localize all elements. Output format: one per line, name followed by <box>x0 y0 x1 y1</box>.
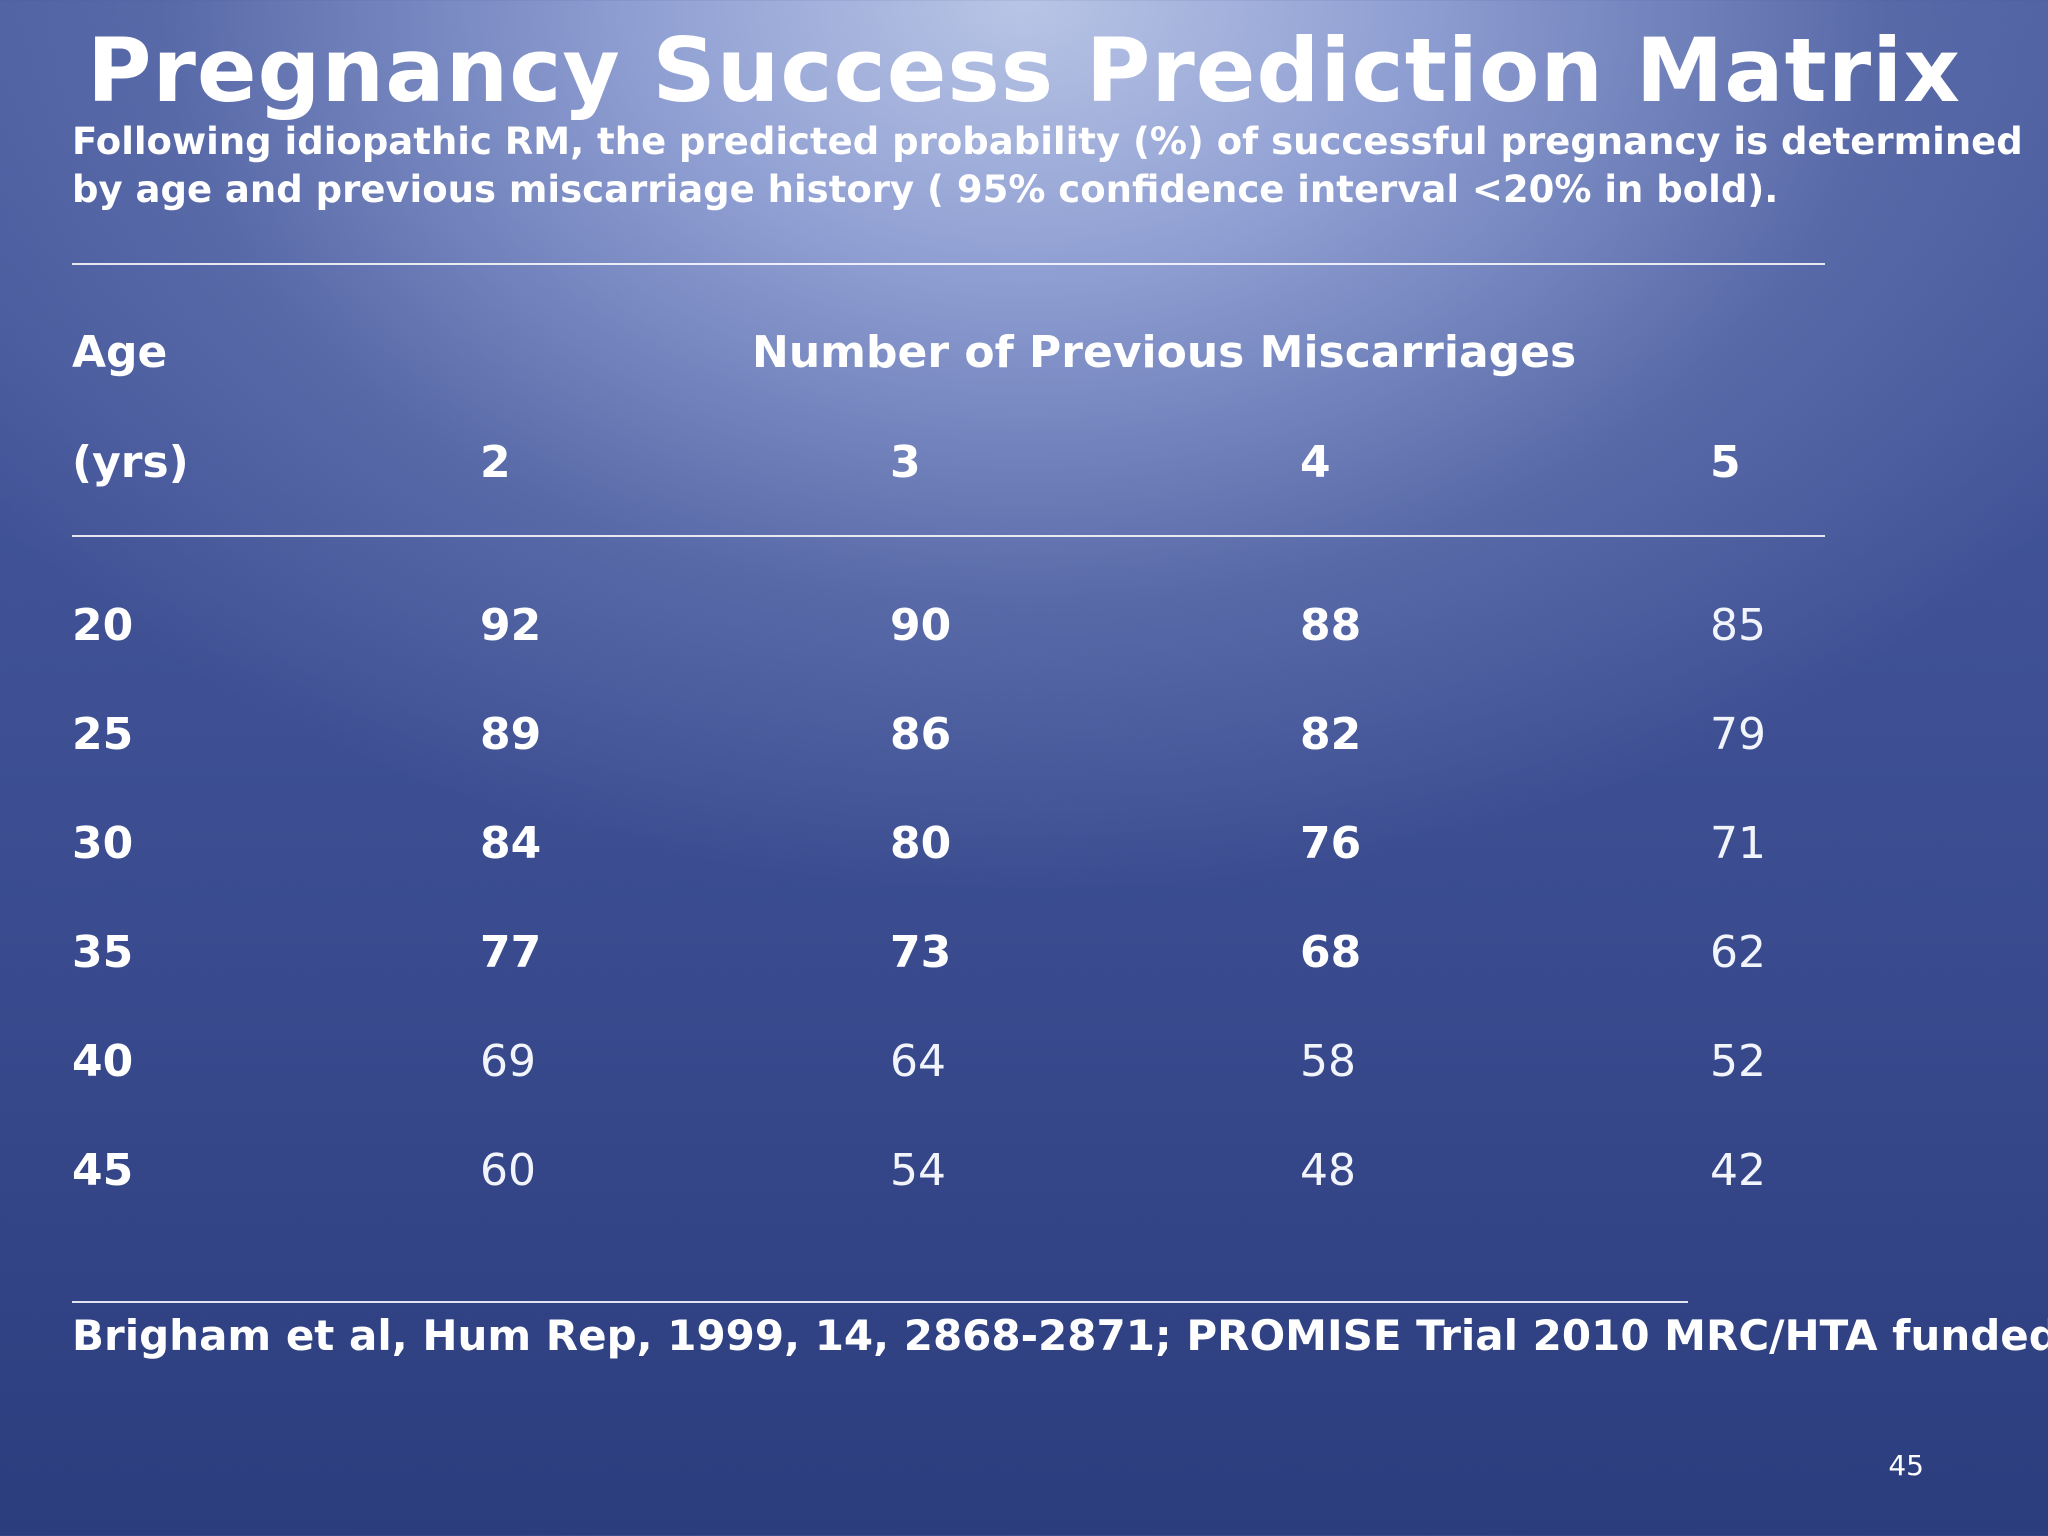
slide-subtitle: Following idiopathic RM, the predicted p… <box>72 120 2023 211</box>
column-header-2: 2 <box>480 437 511 488</box>
table-cell: 82 <box>1300 709 1362 760</box>
table-cell: 84 <box>480 818 542 869</box>
column-header-5: 5 <box>1710 437 1741 488</box>
row-age-label: 30 <box>72 818 134 869</box>
row-age-label: 25 <box>72 709 134 760</box>
table-cell: 42 <box>1710 1145 1766 1196</box>
row-age-label: 20 <box>72 600 134 651</box>
row-age-label: 35 <box>72 927 134 978</box>
table-cell: 76 <box>1300 818 1362 869</box>
table-cell: 80 <box>890 818 952 869</box>
table-cell: 48 <box>1300 1145 1356 1196</box>
table-cell: 62 <box>1710 927 1766 978</box>
table-bottom-rule <box>72 1301 1688 1303</box>
table-cell: 60 <box>480 1145 536 1196</box>
row-age-label: 40 <box>72 1036 134 1087</box>
table-cell: 64 <box>890 1036 946 1087</box>
table-cell: 73 <box>890 927 952 978</box>
row-age-label: 45 <box>72 1145 134 1196</box>
table-cell: 69 <box>480 1036 536 1087</box>
table-header-rule <box>72 535 1825 537</box>
table-top-rule <box>72 263 1825 265</box>
table-cell: 79 <box>1710 709 1766 760</box>
slide-title: Pregnancy Success Prediction Matrix <box>86 19 1962 122</box>
column-header-3: 3 <box>890 437 921 488</box>
table-cell: 58 <box>1300 1036 1356 1087</box>
table-cell: 77 <box>480 927 542 978</box>
table-cell: 88 <box>1300 600 1362 651</box>
table-cell: 71 <box>1710 818 1766 869</box>
table-cell: 54 <box>890 1145 946 1196</box>
table-cell: 52 <box>1710 1036 1766 1087</box>
page-number: 45 <box>1888 1449 1924 1482</box>
age-header: Age <box>72 327 168 378</box>
table-cell: 86 <box>890 709 952 760</box>
table-cell: 85 <box>1710 600 1766 651</box>
table-cell: 90 <box>890 600 952 651</box>
citation: Brigham et al, Hum Rep, 1999, 14, 2868-2… <box>72 1311 2048 1360</box>
table-cell: 68 <box>1300 927 1362 978</box>
age-unit-header: (yrs) <box>72 437 189 488</box>
table-cell: 89 <box>480 709 542 760</box>
miscarriages-header: Number of Previous Miscarriages <box>752 327 1577 378</box>
table-cell: 92 <box>480 600 542 651</box>
column-header-4: 4 <box>1300 437 1331 488</box>
